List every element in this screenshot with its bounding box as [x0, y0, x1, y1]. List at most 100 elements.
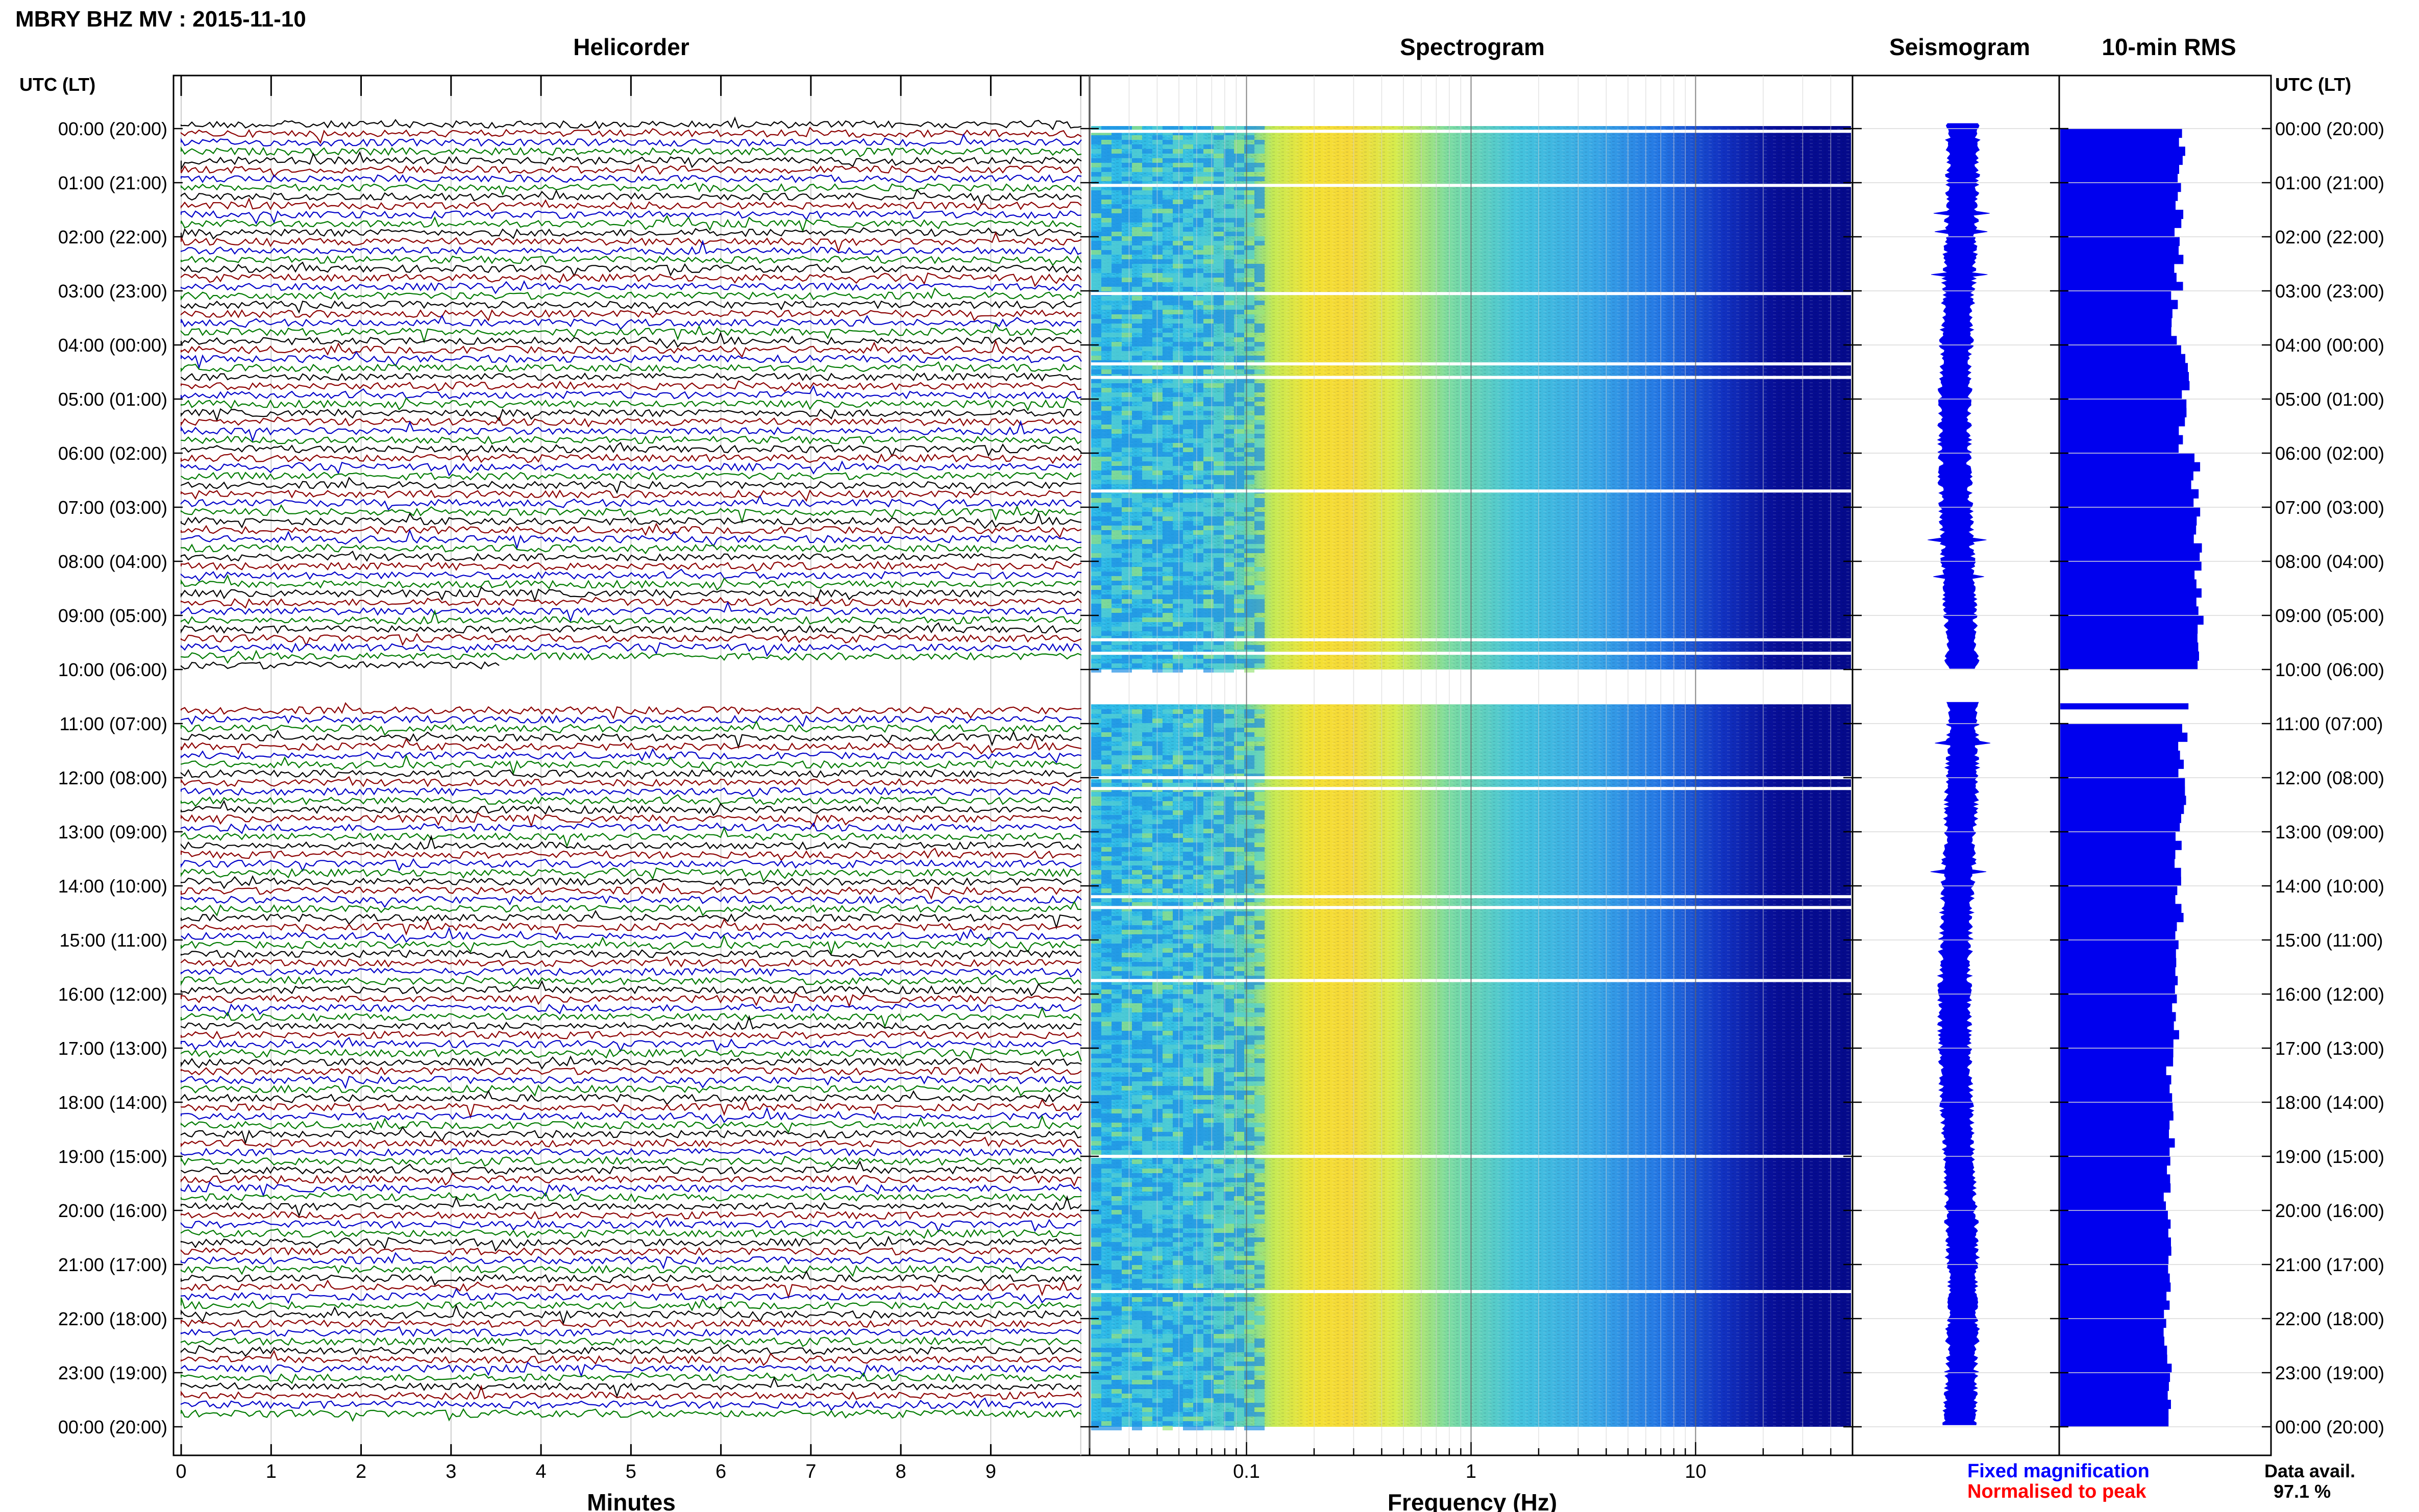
spectrogram-cell — [1112, 535, 1122, 539]
spectrogram-cell — [1173, 250, 1183, 255]
spectrogram-cell — [1112, 948, 1122, 953]
spectrogram-cell — [1214, 264, 1224, 268]
spectrogram-cell — [1163, 581, 1173, 585]
spectrogram-cell — [1112, 314, 1122, 319]
rms-bar — [2060, 759, 2184, 769]
spectrogram-cell — [1173, 567, 1183, 572]
spectrogram-cell — [1101, 259, 1112, 264]
spectrogram-cell — [1132, 296, 1142, 301]
spectrogram-cell — [1173, 640, 1183, 645]
spectrogram-cell — [1122, 1283, 1132, 1288]
spectrogram-cell — [1183, 842, 1193, 847]
spectrogram-cell — [1203, 659, 1214, 663]
spectrogram-cell — [1244, 434, 1254, 438]
spectrogram-cell — [1163, 526, 1173, 530]
spectrogram-cell — [1101, 1375, 1112, 1380]
rms-bar — [2060, 218, 2182, 228]
spectrogram-cell — [1091, 654, 1101, 659]
spectrogram-cell — [1091, 163, 1101, 167]
spectrogram-cell — [1234, 287, 1244, 291]
spectrogram-cell — [1183, 204, 1193, 209]
spectrogram-cell — [1234, 507, 1244, 512]
spectrogram-cell — [1224, 1022, 1234, 1026]
spectrogram-cell — [1244, 865, 1254, 870]
spectrogram-cell — [1101, 824, 1112, 829]
spectrogram-cell — [1112, 342, 1122, 346]
spectrogram-cell — [1142, 916, 1152, 921]
spectrogram-cell — [1101, 921, 1112, 925]
spectrogram-cell — [1183, 1224, 1193, 1228]
spectrogram-cell — [1142, 324, 1152, 328]
spectrogram-cell — [1112, 1339, 1122, 1343]
spectrogram-cell — [1203, 1421, 1214, 1426]
spectrogram-cell — [1173, 1339, 1183, 1343]
spectrogram-cell — [1173, 1279, 1183, 1283]
spectrogram-cell — [1234, 264, 1244, 268]
spectrogram-cell — [1244, 1403, 1254, 1407]
spectrogram-cell — [1091, 549, 1101, 553]
spectrogram-cell — [1224, 801, 1234, 806]
spectrogram-cell — [1193, 1113, 1203, 1118]
helicorder-trace — [180, 396, 1082, 412]
spectrogram-cell — [1101, 953, 1112, 957]
spectrogram-cell — [1254, 337, 1265, 342]
spectrogram-cell — [1183, 971, 1193, 976]
spectrogram-cell — [1132, 1380, 1142, 1384]
helicorder-trace — [180, 1376, 1082, 1398]
spectrogram-cell — [1132, 411, 1142, 415]
spectrogram-cell — [1254, 631, 1265, 636]
spectrogram-cell — [1234, 310, 1244, 314]
spectrogram-cell — [1183, 544, 1193, 549]
spectrogram-cell — [1224, 1334, 1234, 1339]
spectrogram-cell — [1224, 948, 1234, 953]
spectrogram-cell — [1091, 1366, 1101, 1371]
rms-bar — [2060, 1156, 2170, 1166]
spectrogram-cell — [1091, 617, 1101, 622]
spectrogram-cell — [1203, 480, 1214, 484]
spectrogram-cell — [1214, 1228, 1224, 1233]
spectrogram-cell — [1244, 1127, 1254, 1132]
spectrogram-cell — [1244, 994, 1254, 999]
helicorder-trace — [180, 1030, 1082, 1040]
spectrogram-cell — [1193, 131, 1203, 135]
spectrogram-cell — [1112, 902, 1122, 907]
spectrogram-cell — [1122, 755, 1132, 760]
spectrogram-cell — [1224, 190, 1234, 195]
spectrogram-cell — [1142, 282, 1152, 287]
spectrogram-cell — [1254, 287, 1265, 291]
spectrogram-cell — [1142, 966, 1152, 971]
spectrogram-cell — [1224, 1361, 1234, 1366]
spectrogram-cell — [1203, 1196, 1214, 1201]
spectrogram-cell — [1142, 544, 1152, 549]
spectrogram-cell — [1132, 1150, 1142, 1155]
spectrogram-cell — [1112, 475, 1122, 480]
spectrogram-cell — [1122, 1348, 1132, 1352]
spectrogram-cell — [1214, 1352, 1224, 1357]
spectrogram-cell — [1244, 369, 1254, 374]
spectrogram-cell — [1193, 1022, 1203, 1026]
spectrogram-cell — [1203, 1237, 1214, 1242]
spectrogram-cell — [1203, 820, 1214, 824]
spectrogram-cell — [1244, 1205, 1254, 1210]
spectrogram-cell — [1142, 755, 1152, 760]
spectrogram-cell — [1091, 535, 1101, 539]
helicorder-trace — [180, 380, 1082, 392]
spectrogram-cell — [1183, 1316, 1193, 1320]
spectrogram-cell — [1193, 351, 1203, 356]
spectrogram-cell — [1163, 1205, 1173, 1210]
spectrogram-cell — [1244, 1426, 1254, 1430]
spectrogram-cell — [1234, 553, 1244, 558]
spectrogram-cell — [1173, 962, 1183, 966]
spectrogram-cell — [1101, 604, 1112, 608]
spectrogram-cell — [1091, 755, 1101, 760]
spectrogram-cell — [1193, 829, 1203, 833]
spectrogram-cell — [1112, 1205, 1122, 1210]
spectrogram-cell — [1203, 158, 1214, 163]
spectrogram-cell — [1163, 627, 1173, 631]
rms-title: 10-min RMS — [2102, 34, 2236, 60]
spectrogram-cell — [1142, 636, 1152, 640]
spectrogram-cell — [1203, 608, 1214, 613]
spectrogram-cell — [1091, 562, 1101, 567]
spectrogram-cell — [1183, 1192, 1193, 1196]
spectrogram-cell — [1203, 966, 1214, 971]
